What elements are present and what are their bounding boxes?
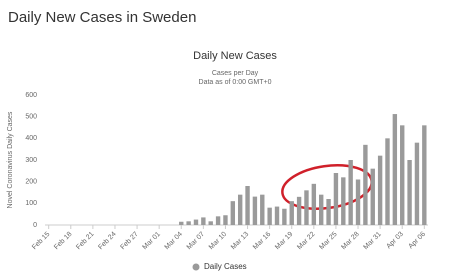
bar xyxy=(400,125,405,225)
x-tick-label: Feb 27 xyxy=(119,231,139,251)
x-tick-label: Mar 19 xyxy=(274,231,294,251)
x-tick-label: Apr 06 xyxy=(408,231,428,251)
bar xyxy=(341,177,346,225)
y-tick-label: 0 xyxy=(33,222,37,229)
x-tick-label: Mar 07 xyxy=(186,231,206,251)
x-tick-label: Feb 24 xyxy=(97,231,117,251)
page-title: Daily New Cases in Sweden xyxy=(8,9,196,26)
y-tick-label: 100 xyxy=(25,200,37,207)
bar xyxy=(422,125,427,225)
bar xyxy=(186,221,191,225)
bar xyxy=(223,215,228,225)
bar xyxy=(208,221,213,225)
bar xyxy=(274,206,280,225)
x-tick-label: Mar 01 xyxy=(142,231,162,251)
bar xyxy=(414,142,420,225)
x-tick-label: Mar 22 xyxy=(296,231,316,251)
x-tick-label: Mar 04 xyxy=(164,231,184,251)
bar xyxy=(215,216,221,225)
bar xyxy=(407,160,412,225)
bar xyxy=(179,221,184,225)
legend-label: Daily Cases xyxy=(204,262,247,271)
y-tick-label: 500 xyxy=(25,114,37,121)
bar xyxy=(370,168,375,225)
x-tick-label: Mar 28 xyxy=(340,231,360,251)
bar xyxy=(326,199,331,225)
bar xyxy=(201,217,206,225)
x-tick-label: Mar 10 xyxy=(208,231,228,251)
bar xyxy=(252,196,258,225)
x-tick-label: Feb 18 xyxy=(53,231,73,251)
bar xyxy=(319,194,324,225)
x-tick-label: Mar 13 xyxy=(230,231,250,251)
y-tick-label: 200 xyxy=(25,179,37,186)
chart-note: Data as of 0:00 GMT+0 xyxy=(199,79,272,86)
bar xyxy=(311,183,317,225)
x-tick-label: Mar 16 xyxy=(252,231,272,251)
x-tick-label: Mar 31 xyxy=(362,231,382,251)
y-axis-label: Novel Coronavirus Daily Cases xyxy=(7,111,14,208)
chart-title: Daily New Cases xyxy=(193,50,277,62)
bar xyxy=(355,179,361,225)
bar xyxy=(260,194,265,225)
bar xyxy=(237,194,243,225)
bar xyxy=(282,208,287,225)
x-tick-label: Feb 21 xyxy=(75,231,95,251)
bar xyxy=(333,173,339,225)
bar xyxy=(304,190,309,225)
x-tick-label: Feb 15 xyxy=(31,231,51,251)
x-tick-label: Apr 03 xyxy=(385,231,405,251)
bar xyxy=(193,219,199,225)
bar xyxy=(289,201,294,225)
bar xyxy=(392,114,398,225)
bar xyxy=(267,207,272,225)
y-tick-label: 400 xyxy=(25,135,37,142)
bar xyxy=(348,160,353,225)
y-tick-label: 300 xyxy=(25,157,37,164)
bar xyxy=(296,196,302,225)
bar xyxy=(377,155,383,225)
bar xyxy=(230,201,236,225)
bar xyxy=(385,138,390,225)
x-tick-label: Mar 25 xyxy=(318,231,338,251)
y-tick-label: 600 xyxy=(25,92,37,99)
chart-subtitle: Cases per Day xyxy=(212,70,259,77)
bar xyxy=(363,144,368,225)
bar xyxy=(245,186,250,225)
legend-marker xyxy=(192,263,200,271)
